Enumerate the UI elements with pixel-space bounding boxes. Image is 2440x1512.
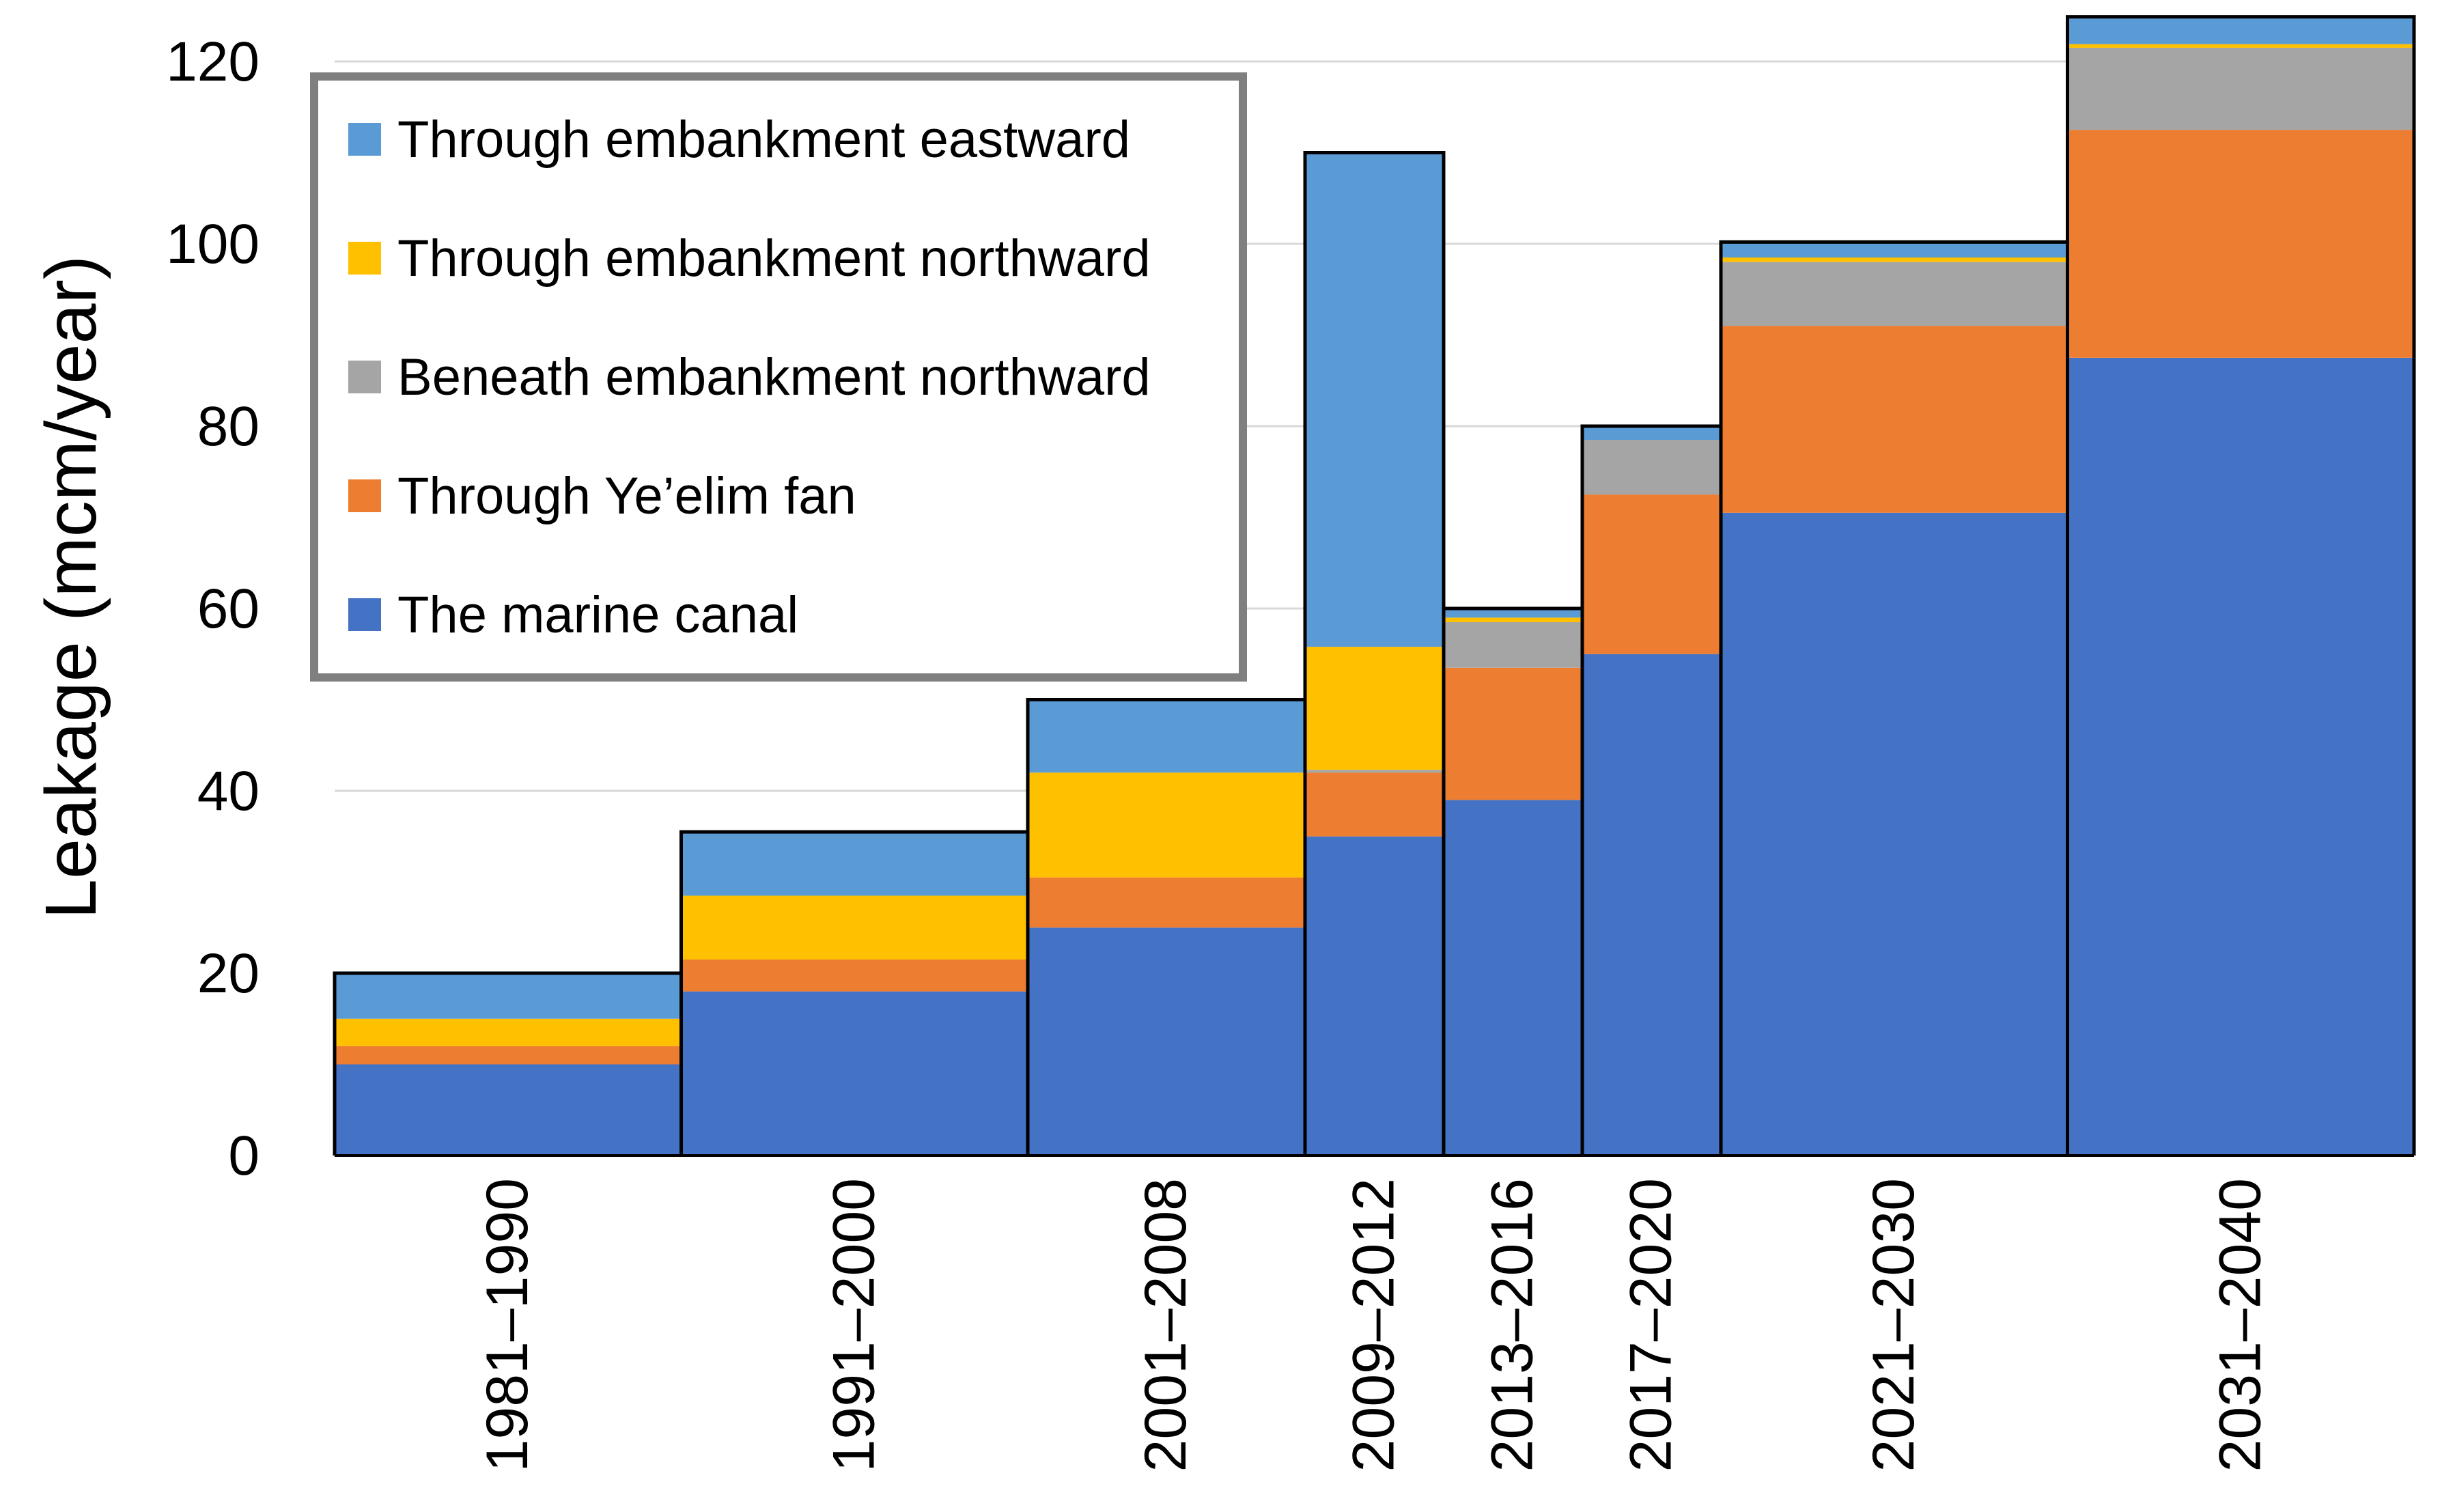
legend-swatch: [348, 361, 381, 393]
x-tick-label: 2017–2020: [1618, 1178, 1684, 1472]
bar-segment: [1028, 877, 1305, 928]
bar-segment: [2067, 44, 2414, 48]
legend: Through embankment eastward Through emban…: [310, 72, 1247, 682]
bar-segment: [1582, 494, 1721, 654]
bar-segment: [1028, 927, 1305, 1156]
bar-segment: [335, 973, 682, 1019]
legend-swatch: [348, 479, 381, 512]
bar-segment: [1444, 617, 1582, 623]
x-tick-label: 2009–2012: [1341, 1178, 1407, 1472]
x-tick-label: 2021–2030: [1861, 1178, 1926, 1472]
bar-segment: [1582, 440, 1721, 495]
y-tick-label: 60: [197, 578, 260, 640]
y-tick-label: 120: [166, 31, 260, 93]
x-tick-label: 2001–2008: [1133, 1178, 1198, 1472]
legend-swatch: [348, 242, 381, 275]
bars: [335, 16, 2414, 1156]
bar-segment: [1721, 257, 2068, 262]
bar-segment: [1305, 647, 1444, 770]
bar-segment: [1444, 608, 1582, 618]
bar-segment: [1444, 622, 1582, 668]
bar-segment: [1721, 326, 2068, 513]
bar-segment: [1028, 772, 1305, 878]
bar-segment: [335, 1018, 682, 1046]
bar-segment: [1721, 512, 2068, 1156]
y-tick-label: 80: [197, 395, 260, 458]
x-tick-label: 1991–2000: [821, 1178, 886, 1472]
legend-box: [310, 72, 1247, 682]
bar-segment: [1444, 800, 1582, 1156]
bar-segment: [1028, 699, 1305, 773]
y-tick-label: 20: [197, 942, 260, 1005]
legend-swatch: [348, 598, 381, 631]
bar-segment: [1582, 654, 1721, 1156]
bar-segment: [2067, 47, 2414, 130]
legend-swatch: [348, 123, 381, 156]
bar-outlines: [333, 15, 2416, 1156]
bar-segment: [1305, 836, 1444, 1156]
y-axis-label: Leakage (mcm/year): [31, 255, 111, 919]
bar-segment: [2067, 16, 2414, 44]
axes: 0 20 40 60 80 100 120 1981–1990 1991–2000 2001–20…: [166, 31, 2414, 1472]
bar-segment: [1444, 667, 1582, 800]
bar-segment: [1305, 772, 1444, 837]
y-tick-label: 40: [197, 760, 260, 822]
bar-outline: [2066, 15, 2416, 1156]
legend-label: Through embankment northward: [397, 229, 1151, 288]
bar-segment: [2067, 130, 2414, 358]
bar-segment: [335, 1046, 682, 1065]
x-tick-label: 2013–2016: [1480, 1178, 1545, 1472]
bar-segment: [1721, 262, 2068, 326]
bar-segment: [335, 1064, 682, 1156]
bar-segment: [681, 991, 1028, 1156]
legend-label: Through embankment eastward: [397, 111, 1130, 169]
legend-label: Through Ye’elim fan: [397, 467, 856, 525]
bar-segment: [681, 832, 1028, 896]
bar-segment: [2067, 357, 2414, 1156]
bar-segment: [681, 895, 1028, 960]
x-tick-label: 1981–1990: [475, 1178, 540, 1472]
y-tick-label: 0: [228, 1125, 260, 1187]
bar-segment: [1582, 426, 1721, 440]
legend-label: The marine canal: [397, 586, 798, 644]
bar-segment: [1305, 770, 1444, 773]
legend-label: Beneath embankment northward: [397, 348, 1151, 406]
bar-segment: [1721, 242, 2068, 258]
y-tick-label: 100: [166, 213, 260, 275]
x-tick-label: 2031–2040: [2207, 1178, 2273, 1472]
bar-segment: [1305, 152, 1444, 647]
bar-segment: [681, 959, 1028, 992]
